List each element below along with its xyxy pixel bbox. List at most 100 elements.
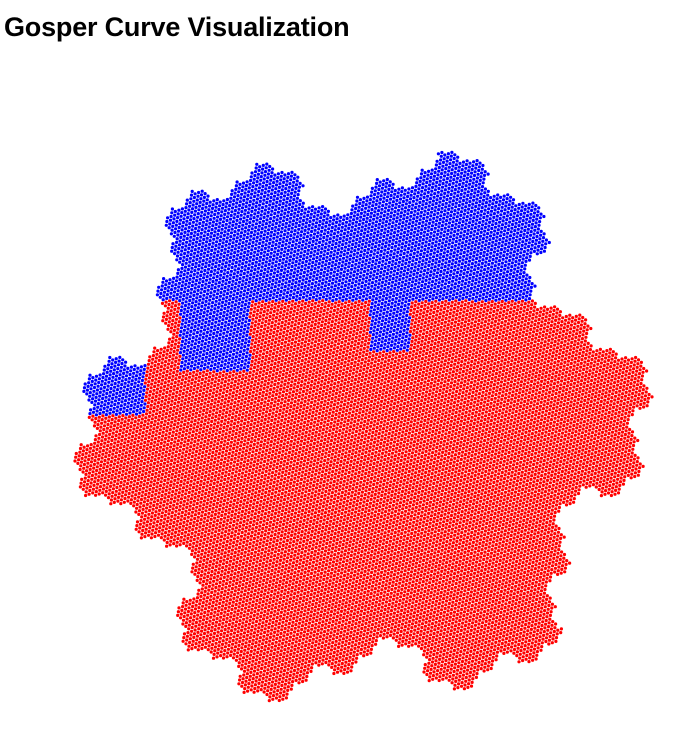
curve-point xyxy=(440,321,444,326)
curve-point xyxy=(577,334,582,338)
curve-point xyxy=(615,383,620,387)
curve-point xyxy=(601,482,606,486)
curve-point xyxy=(529,251,533,255)
curve-point xyxy=(594,429,598,433)
curve-point xyxy=(616,473,620,478)
curve-point xyxy=(565,482,569,486)
curve-point xyxy=(566,363,570,367)
curve-point xyxy=(434,355,438,359)
curve-point xyxy=(425,309,429,313)
curve-point xyxy=(439,479,443,483)
curve-point xyxy=(464,201,468,205)
curve-point xyxy=(622,402,626,406)
curve-point xyxy=(532,365,536,369)
curve-point xyxy=(459,286,463,291)
curve-point xyxy=(359,271,363,275)
curve-point xyxy=(565,367,569,371)
curve-point xyxy=(439,440,443,445)
curve-point xyxy=(403,342,407,346)
curve-point xyxy=(552,403,556,407)
curve-point xyxy=(623,436,627,440)
curve-point xyxy=(398,274,402,278)
curve-point xyxy=(442,328,446,332)
curve-point xyxy=(524,259,528,263)
curve-point xyxy=(374,318,378,322)
curve-point xyxy=(601,409,605,413)
curve-point xyxy=(377,261,381,265)
curve-point xyxy=(445,313,449,317)
curve-point xyxy=(529,306,533,310)
curve-point xyxy=(503,434,507,439)
curve-point xyxy=(466,459,470,463)
curve-point xyxy=(528,254,532,258)
curve-point xyxy=(540,358,544,362)
curve-point xyxy=(349,271,353,275)
curve-point xyxy=(506,325,510,329)
curve-point xyxy=(460,206,464,210)
curve-point xyxy=(528,293,532,297)
curve-point xyxy=(544,392,548,396)
curve-point xyxy=(440,283,444,287)
curve-point xyxy=(605,387,609,391)
curve-point xyxy=(586,359,591,363)
curve-point xyxy=(412,217,416,221)
curve-point xyxy=(503,267,507,271)
curve-point xyxy=(579,455,584,460)
curve-point xyxy=(556,453,561,457)
curve-point xyxy=(455,180,459,184)
curve-point xyxy=(488,311,492,315)
curve-point xyxy=(505,350,509,354)
curve-point xyxy=(531,316,535,320)
curve-point xyxy=(509,230,513,234)
curve-point xyxy=(441,447,445,451)
curve-point xyxy=(537,467,542,471)
curve-point xyxy=(477,297,481,301)
curve-point xyxy=(368,257,372,261)
curve-point xyxy=(568,390,572,394)
curve-point xyxy=(513,302,517,306)
curve-point xyxy=(541,483,545,487)
curve-point xyxy=(540,397,544,401)
curve-point xyxy=(393,210,397,214)
curve-point xyxy=(469,175,473,179)
curve-point xyxy=(584,391,588,395)
curve-point xyxy=(427,187,431,191)
curve-point xyxy=(522,253,526,257)
curve-point xyxy=(550,473,554,477)
curve-point xyxy=(374,262,378,266)
curve-point xyxy=(361,315,365,319)
curve-point xyxy=(444,261,448,265)
curve-point xyxy=(546,419,550,423)
curve-point xyxy=(454,243,458,247)
curve-point xyxy=(434,240,438,244)
curve-point xyxy=(510,341,514,346)
curve-point xyxy=(494,260,498,264)
curve-point xyxy=(614,412,618,416)
curve-point xyxy=(366,286,370,290)
curve-point xyxy=(548,463,552,468)
curve-point xyxy=(400,224,404,228)
curve-point xyxy=(559,421,563,425)
curve-point xyxy=(414,338,418,342)
curve-point xyxy=(539,456,544,460)
curve-point xyxy=(487,433,491,438)
curve-point xyxy=(465,347,469,351)
curve-point xyxy=(348,292,353,296)
curve-point xyxy=(452,174,457,178)
curve-point xyxy=(502,403,506,408)
curve-point xyxy=(407,358,411,362)
curve-point xyxy=(418,466,422,470)
curve-point xyxy=(496,283,501,287)
curve-point xyxy=(400,228,404,232)
curve-point xyxy=(499,401,503,405)
curve-point xyxy=(542,249,547,253)
curve-point xyxy=(602,419,607,423)
curve-point xyxy=(447,469,451,473)
curve-point xyxy=(523,263,527,267)
curve-point xyxy=(490,338,494,342)
curve-point xyxy=(473,439,477,443)
curve-point xyxy=(495,308,500,312)
curve-point xyxy=(577,415,581,419)
curve-point xyxy=(636,379,640,383)
curve-point xyxy=(427,281,431,285)
